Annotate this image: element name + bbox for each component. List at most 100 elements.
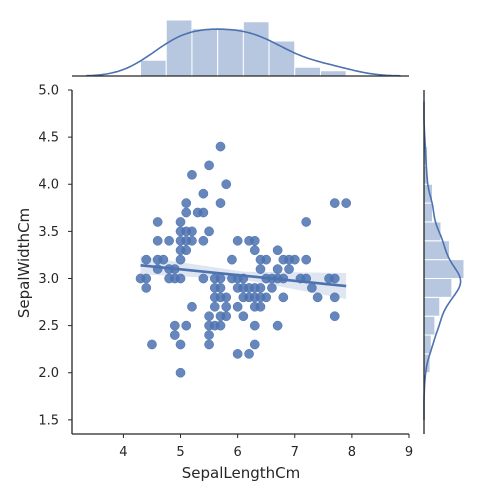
scatter-point xyxy=(249,339,260,350)
scatter-point xyxy=(221,301,232,312)
right-hist-bar xyxy=(423,277,453,298)
x-tick-label: 4 xyxy=(119,445,127,460)
scatter-point xyxy=(152,235,163,246)
top-hist-bar xyxy=(165,19,193,77)
scatter-point xyxy=(232,235,243,246)
scatter-point xyxy=(341,198,352,208)
scatter-point xyxy=(175,217,186,227)
scatter-point xyxy=(301,254,312,265)
scatter-point xyxy=(198,273,209,284)
scatter-point xyxy=(198,188,209,199)
scatter-points xyxy=(135,141,352,378)
regression-line xyxy=(140,264,347,288)
scatter-point xyxy=(209,301,220,312)
scatter-point xyxy=(152,217,163,227)
scatter-point xyxy=(187,235,197,246)
scatter-point xyxy=(169,320,180,331)
y-axis-label: SepalWidthCm xyxy=(15,208,33,318)
scatter-point xyxy=(255,283,266,293)
main-scatter-plot: 4 5 6 7 8 9 1.5 2.0 2.5 3.0 3.5 4.0 4.5 5.0 xyxy=(38,84,413,461)
regression-line-group xyxy=(140,264,347,288)
scatter-point xyxy=(181,245,192,256)
scatter-point xyxy=(204,311,214,322)
x-tick-label: 8 xyxy=(348,445,356,460)
scatter-point xyxy=(158,254,169,265)
scatter-point xyxy=(301,217,312,227)
y-tick-label: 4.5 xyxy=(38,131,59,146)
right-hist-bar xyxy=(423,296,441,317)
scatter-point xyxy=(215,198,226,208)
top-marginal-histogram xyxy=(72,19,409,77)
scatter-point xyxy=(261,254,272,265)
y-tick-label: 3.0 xyxy=(38,272,59,287)
scatter-point xyxy=(187,301,197,312)
right-hist-bar xyxy=(423,259,465,279)
scatter-point xyxy=(147,339,157,350)
scatter-point xyxy=(278,292,289,303)
scatter-point xyxy=(175,339,186,350)
x-tick-label: 6 xyxy=(234,445,242,460)
scatter-point xyxy=(141,283,152,293)
scatter-point xyxy=(329,198,340,208)
scatter-point xyxy=(307,283,317,293)
scatter-point xyxy=(272,245,283,256)
scatter-point xyxy=(141,273,152,284)
scatter-point xyxy=(232,349,243,359)
scatter-point xyxy=(204,339,214,350)
scatter-point xyxy=(244,349,254,359)
scatter-point xyxy=(215,141,226,152)
scatter-point xyxy=(272,264,283,274)
scatter-point xyxy=(221,311,232,322)
scatter-point xyxy=(175,254,186,265)
right-hist-bar xyxy=(423,315,436,336)
main-spines xyxy=(71,90,409,435)
right-kde-curve xyxy=(423,101,462,420)
scatter-point xyxy=(215,273,226,284)
top-hist-bar xyxy=(191,28,219,77)
scatter-point xyxy=(204,160,214,171)
top-hist-bar xyxy=(217,28,244,77)
y-tick-label: 3.5 xyxy=(38,225,59,240)
scatter-point xyxy=(141,254,152,265)
scatter-point xyxy=(215,320,226,331)
scatter-point xyxy=(204,330,214,340)
scatter-point xyxy=(181,198,192,208)
scatter-point xyxy=(261,292,272,303)
scatter-point xyxy=(227,254,237,265)
right-marginal-histogram xyxy=(423,90,465,434)
scatter-point xyxy=(215,283,226,293)
scatter-point xyxy=(329,292,340,303)
y-tick-label: 2.5 xyxy=(38,319,59,334)
scatter-point xyxy=(175,367,186,378)
scatter-point xyxy=(221,292,232,303)
scatter-point xyxy=(289,254,300,265)
x-tick-label: 9 xyxy=(405,445,413,460)
x-axis-label: SepalLengthCm xyxy=(182,464,300,482)
scatter-point xyxy=(249,235,260,246)
x-axis-ticks: 4 5 6 7 8 9 xyxy=(119,434,413,460)
scatter-point xyxy=(255,264,266,274)
y-tick-label: 4.0 xyxy=(38,178,59,193)
y-tick-label: 5.0 xyxy=(38,84,59,99)
scatter-point xyxy=(169,330,180,340)
scatter-point xyxy=(164,235,174,246)
right-hist-bar xyxy=(423,202,433,223)
scatter-point xyxy=(249,245,260,256)
scatter-point xyxy=(329,273,340,284)
x-tick-label: 5 xyxy=(176,445,184,460)
scatter-point xyxy=(175,273,186,284)
scatter-point xyxy=(204,226,214,237)
y-tick-label: 1.5 xyxy=(38,413,59,428)
scatter-point xyxy=(267,283,277,293)
scatter-point xyxy=(198,207,209,218)
y-axis-ticks: 1.5 2.0 2.5 3.0 3.5 4.0 4.5 5.0 xyxy=(38,84,72,428)
top-kde-curve xyxy=(86,28,401,77)
x-tick-label: 7 xyxy=(291,445,299,460)
scatter-point xyxy=(284,264,294,274)
y-tick-label: 2.0 xyxy=(38,366,59,381)
scatter-point xyxy=(187,226,197,237)
scatter-point xyxy=(181,207,192,218)
scatter-point xyxy=(329,311,340,322)
scatter-point xyxy=(238,311,249,322)
